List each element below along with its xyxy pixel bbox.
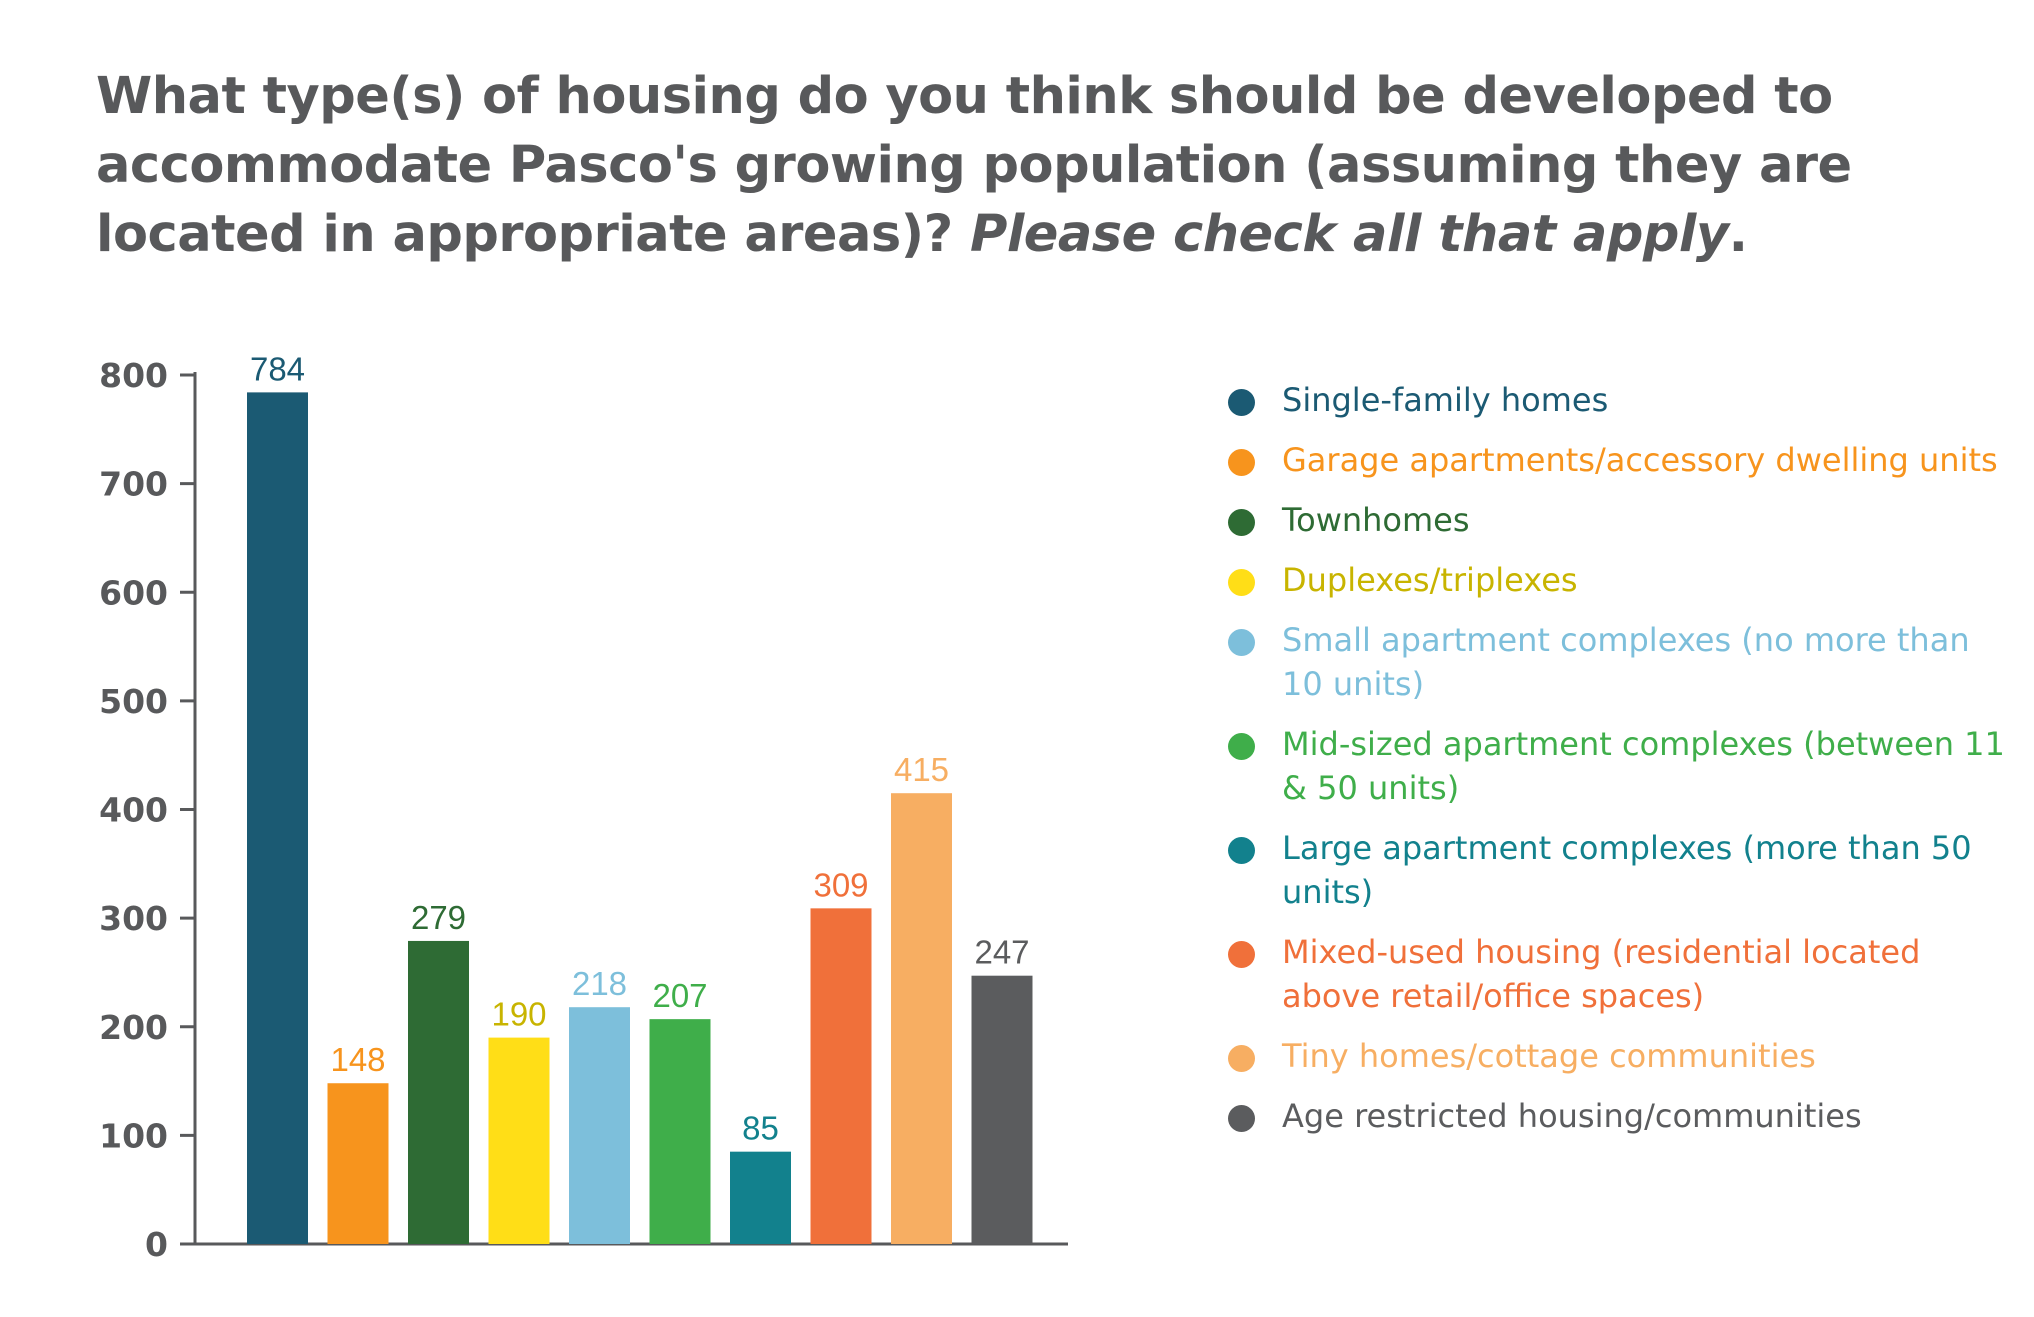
legend-item: Large apartment complexes (more than 50 … bbox=[1228, 826, 2018, 914]
legend-label: Townhomes bbox=[1282, 501, 1470, 539]
data-labels: 784 148 279 190 218 207 85 309 415 247 bbox=[250, 350, 1030, 1146]
legend-item: Garage apartments/accessory dwelling uni… bbox=[1228, 438, 2018, 482]
data-label: 207 bbox=[652, 977, 707, 1014]
bar bbox=[247, 392, 308, 1244]
data-label: 148 bbox=[330, 1041, 385, 1078]
legend-swatch bbox=[1228, 569, 1255, 596]
data-label: 309 bbox=[813, 866, 868, 903]
legend-label: Age restricted housing/communities bbox=[1282, 1097, 1862, 1135]
legend-swatch bbox=[1228, 1105, 1255, 1132]
legend-item: Single-family homes bbox=[1228, 378, 2018, 422]
chart-title: What type(s) of housing do you think sho… bbox=[96, 62, 1996, 269]
y-tick-label: 700 bbox=[99, 465, 168, 504]
title-end: . bbox=[1728, 205, 1748, 264]
y-axis-ticks: 0 100 200 300 400 500 600 700 800 bbox=[99, 356, 195, 1264]
legend-item: Small apartment complexes (no more than … bbox=[1228, 618, 2018, 706]
y-tick-label: 400 bbox=[99, 791, 168, 830]
y-tick-label: 0 bbox=[145, 1225, 168, 1264]
bar bbox=[408, 940, 469, 1244]
y-tick-label: 300 bbox=[99, 899, 168, 938]
legend-swatch bbox=[1228, 733, 1255, 760]
y-tick-label: 500 bbox=[99, 682, 168, 721]
data-label: 190 bbox=[491, 996, 546, 1033]
bar bbox=[891, 793, 952, 1244]
data-label: 784 bbox=[250, 350, 305, 387]
data-label: 85 bbox=[742, 1110, 779, 1147]
bar bbox=[649, 1019, 711, 1244]
data-label: 247 bbox=[974, 934, 1029, 971]
legend-item: Townhomes bbox=[1228, 498, 2018, 542]
bar bbox=[730, 1151, 791, 1244]
legend-item: Age restricted housing/communities bbox=[1228, 1094, 2018, 1138]
data-label: 279 bbox=[411, 899, 466, 936]
legend-swatch bbox=[1228, 629, 1255, 656]
legend-swatch bbox=[1228, 837, 1255, 864]
legend-label: Tiny homes/cottage communities bbox=[1282, 1037, 1816, 1075]
legend-swatch bbox=[1228, 389, 1255, 416]
legend-label: Garage apartments/accessory dwelling uni… bbox=[1282, 441, 1998, 479]
data-label: 415 bbox=[894, 751, 949, 788]
bar bbox=[971, 975, 1033, 1244]
title-emphasis: Please check all that apply bbox=[969, 205, 1729, 264]
legend-label: Mid-sized apartment complexes (between 1… bbox=[1282, 725, 2005, 807]
legend-item: Tiny homes/cottage communities bbox=[1228, 1034, 2018, 1078]
y-tick-label: 200 bbox=[99, 1008, 168, 1047]
title-main: What type(s) of housing do you think sho… bbox=[96, 67, 1852, 264]
legend-label: Large apartment complexes (more than 50 … bbox=[1282, 829, 1972, 911]
legend-swatch bbox=[1228, 941, 1255, 968]
data-label: 218 bbox=[572, 965, 627, 1002]
legend-item: Mid-sized apartment complexes (between 1… bbox=[1228, 722, 2018, 810]
y-tick-label: 100 bbox=[99, 1116, 168, 1155]
legend-item: Mixed-used housing (residential located … bbox=[1228, 930, 2018, 1018]
bar bbox=[810, 908, 872, 1244]
legend-swatch bbox=[1228, 449, 1255, 476]
y-tick-label: 800 bbox=[99, 356, 168, 395]
bar bbox=[327, 1083, 389, 1244]
bars bbox=[247, 392, 1033, 1244]
legend-swatch bbox=[1228, 509, 1255, 536]
legend-item: Duplexes/triplexes bbox=[1228, 558, 2018, 602]
legend: Single-family homes Garage apartments/acc… bbox=[1228, 378, 2018, 1154]
legend-label: Mixed-used housing (residential located … bbox=[1282, 933, 1921, 1015]
legend-label: Small apartment complexes (no more than … bbox=[1282, 621, 1970, 703]
bar-chart: 0 100 200 300 400 500 600 700 800 784 148 279 190 21… bbox=[99, 350, 1068, 1264]
bar bbox=[488, 1037, 550, 1244]
legend-swatch bbox=[1228, 1045, 1255, 1072]
bar bbox=[569, 1007, 630, 1244]
y-tick-label: 600 bbox=[99, 573, 168, 612]
legend-label: Duplexes/triplexes bbox=[1282, 561, 1578, 599]
legend-label: Single-family homes bbox=[1282, 381, 1609, 419]
